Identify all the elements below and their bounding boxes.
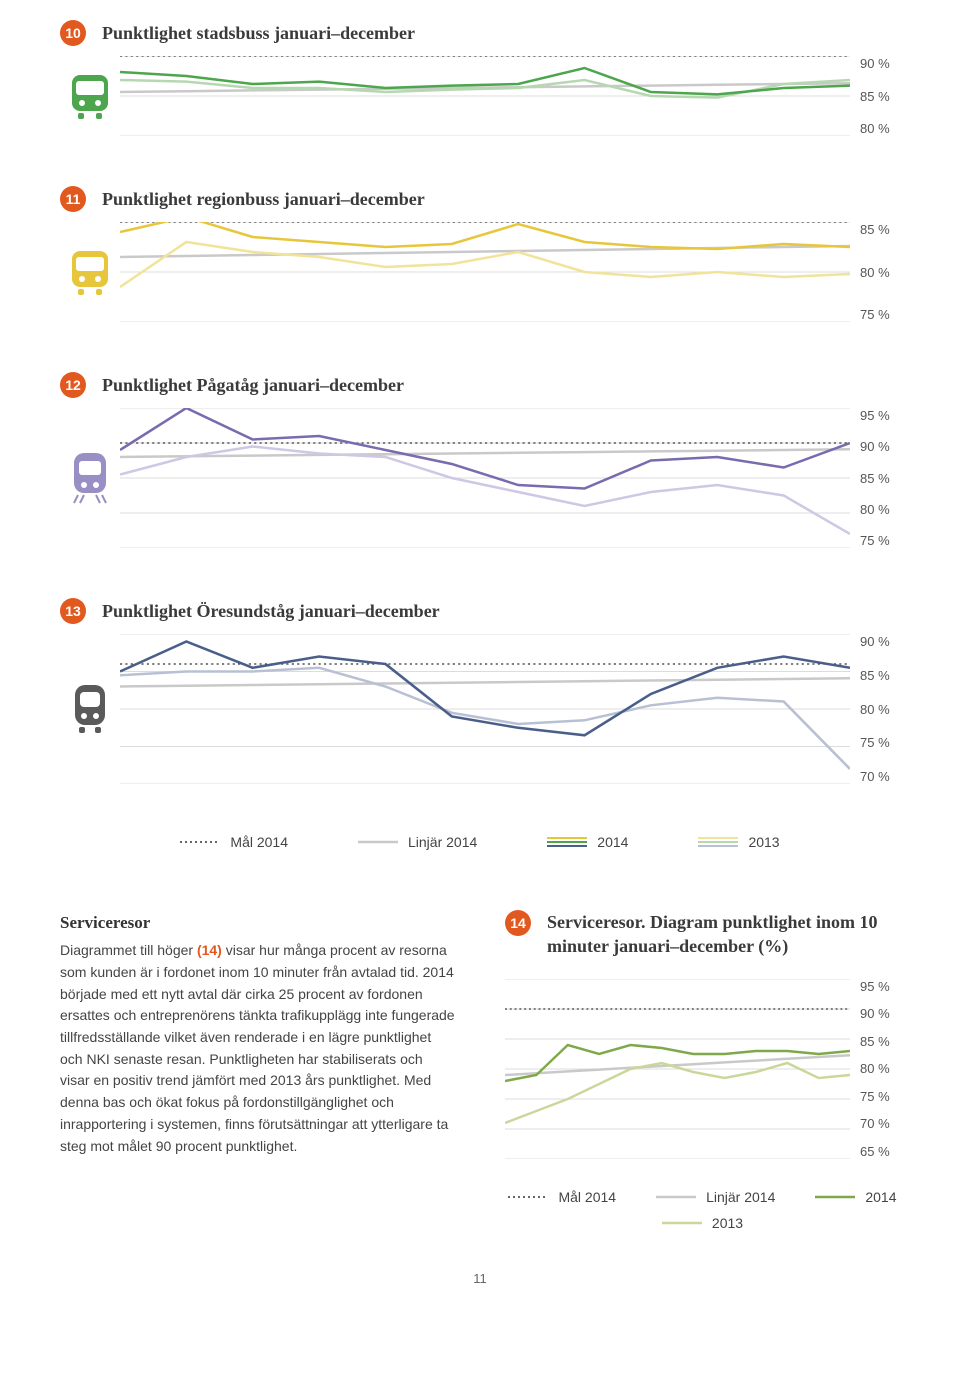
y-tick-label: 90 % [860, 439, 900, 454]
legend-swatch [508, 1191, 548, 1203]
serviceresor-body: Diagrammet till höger (14) visar hur mån… [60, 940, 455, 1157]
chart-title: Punktlighet Öresundståg januari–december [102, 601, 440, 622]
chart-title: Serviceresor. Diagram punktlighet inom 1… [547, 910, 900, 959]
legend-label: Linjär 2014 [706, 1189, 775, 1205]
y-tick-label: 80 % [860, 265, 900, 280]
chart-badge: 13 [60, 598, 86, 624]
y-tick-label: 75 % [860, 533, 900, 548]
serviceresor-text: Serviceresor Diagrammet till höger (14) … [60, 910, 455, 1231]
y-axis-labels: 95 % 90 % 85 % 80 % 75 % [850, 408, 900, 548]
legend-swatch [358, 836, 398, 848]
legend-label: Mål 2014 [558, 1189, 616, 1205]
transit-icon [60, 683, 120, 735]
chart-badge: 14 [505, 910, 531, 936]
y-tick-label: 95 % [860, 408, 900, 423]
chart-badge: 12 [60, 372, 86, 398]
legend-item: Linjär 2014 [656, 1189, 775, 1205]
legend-label: Linjär 2014 [408, 834, 477, 850]
y-tick-label: 80 % [860, 702, 900, 717]
y-tick-label: 95 % [860, 979, 900, 994]
y-axis-labels: 85 % 80 % 75 % [850, 222, 900, 322]
transit-icon [60, 451, 120, 505]
chart-title: Punktlighet stadsbuss januari–december [102, 23, 415, 44]
chart-badge: 11 [60, 186, 86, 212]
y-tick-label: 75 % [860, 735, 900, 750]
legend-item: Mål 2014 [508, 1189, 616, 1205]
chart-12: 12 Punktlighet Pågatåg januari–december … [60, 372, 900, 548]
legend-swatch [698, 836, 738, 848]
y-tick-label: 70 % [860, 1116, 900, 1131]
legend-swatch [547, 836, 587, 848]
page-number: 11 [60, 1271, 900, 1286]
chart-10: 10 Punktlighet stadsbuss januari–decembe… [60, 20, 900, 136]
y-tick-label: 85 % [860, 471, 900, 486]
transit-icon [60, 71, 120, 121]
y-axis-labels: 90 % 85 % 80 % 75 % 70 % [850, 634, 900, 784]
ref-14: (14) [197, 942, 222, 958]
chart-title: Punktlighet regionbuss januari–december [102, 189, 425, 210]
chart-plot [120, 408, 850, 548]
y-tick-label: 80 % [860, 1061, 900, 1076]
chart-plot [120, 222, 850, 322]
y-tick-label: 90 % [860, 1006, 900, 1021]
y-tick-label: 65 % [860, 1144, 900, 1159]
legend-label: 2014 [597, 834, 628, 850]
y-tick-label: 85 % [860, 1034, 900, 1049]
y-axis-labels: 90 % 85 % 80 % [850, 56, 900, 136]
main-legend: Mål 2014 Linjär 2014 2014 2013 [60, 834, 900, 850]
legend-item: Mål 2014 [180, 834, 288, 850]
legend-label: 2013 [748, 834, 779, 850]
legend-item: 2014 [815, 1189, 896, 1205]
y-tick-label: 80 % [860, 121, 900, 136]
y-tick-label: 80 % [860, 502, 900, 517]
legend-swatch [815, 1191, 855, 1203]
legend-item: 2014 [547, 834, 628, 850]
chart-14: 14 Serviceresor. Diagram punktlighet ino… [505, 910, 900, 1231]
chart-11: 11 Punktlighet regionbuss januari–decemb… [60, 186, 900, 322]
y-axis-labels: 95 % 90 % 85 % 80 % 75 % 70 % 65 % [850, 979, 900, 1159]
chart-title: Punktlighet Pågatåg januari–december [102, 375, 404, 396]
chart-plot [505, 979, 850, 1159]
y-tick-label: 85 % [860, 668, 900, 683]
y-tick-label: 85 % [860, 222, 900, 237]
chart-plot [120, 634, 850, 784]
legend-swatch [180, 836, 220, 848]
transit-icon [60, 247, 120, 297]
legend-swatch [662, 1217, 702, 1229]
chart-badge: 10 [60, 20, 86, 46]
legend-swatch [656, 1191, 696, 1203]
legend-item: 2013 [662, 1215, 743, 1231]
legend-label: Mål 2014 [230, 834, 288, 850]
y-tick-label: 75 % [860, 1089, 900, 1104]
chart14-legend: Mål 2014 Linjär 2014 2014 2013 [505, 1189, 900, 1231]
legend-item: 2013 [698, 834, 779, 850]
y-tick-label: 75 % [860, 307, 900, 322]
serviceresor-heading: Serviceresor [60, 910, 455, 936]
legend-item: Linjär 2014 [358, 834, 477, 850]
y-tick-label: 85 % [860, 89, 900, 104]
y-tick-label: 90 % [860, 56, 900, 71]
legend-label: 2014 [865, 1189, 896, 1205]
legend-label: 2013 [712, 1215, 743, 1231]
y-tick-label: 90 % [860, 634, 900, 649]
chart-plot [120, 56, 850, 136]
chart-13: 13 Punktlighet Öresundståg januari–decem… [60, 598, 900, 784]
y-tick-label: 70 % [860, 769, 900, 784]
